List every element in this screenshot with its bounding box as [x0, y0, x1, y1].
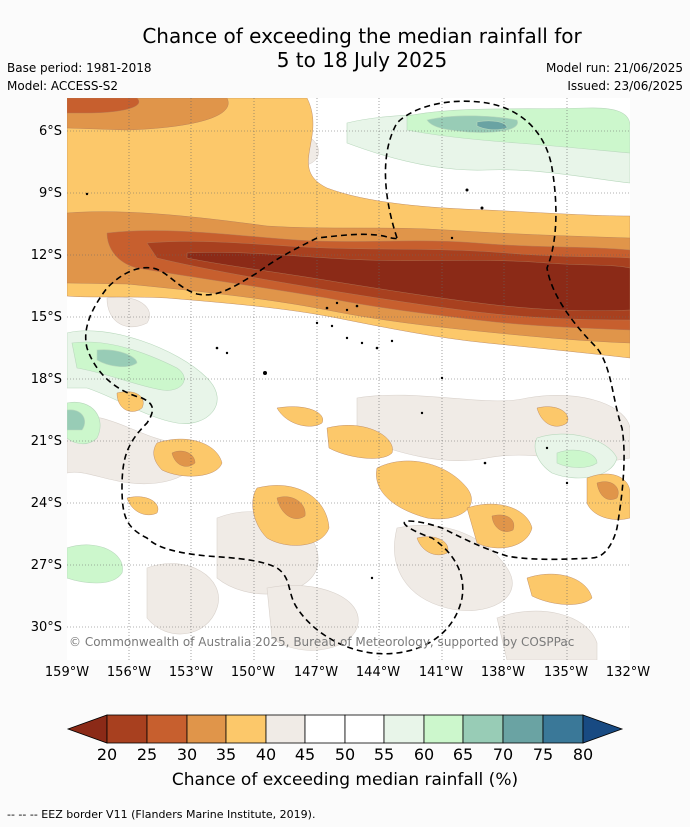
lat-label-9s: 9°S [38, 186, 62, 201]
colorbar-cell-40-45 [265, 714, 306, 744]
colorbar-cell-35-40 [225, 714, 267, 744]
gridlines [67, 98, 630, 660]
colorbar-tick-20: 20 [96, 745, 118, 764]
meta-right: Model run: 21/06/2025 Issued: 23/06/2025 [546, 59, 683, 95]
colorbar-cell-70-75 [502, 714, 544, 744]
colorbar-cell-75-80 [542, 714, 584, 744]
colorbar-cell-65-70 [462, 714, 504, 744]
colorbar-cell-55-60 [383, 714, 425, 744]
map-title: Chance of exceeding the median rainfall … [0, 24, 690, 72]
colorbar-tick-65: 65 [452, 745, 474, 764]
map-canvas: © Commonwealth of Australia 2025, Bureau… [67, 98, 630, 660]
lon-label-144w: 144°W [355, 665, 401, 680]
rainfall-map: © Commonwealth of Australia 2025, Bureau… [67, 98, 630, 660]
lat-label-6s: 6°S [38, 124, 62, 139]
colorbar-cell-30-35 [186, 714, 227, 744]
colorbar-tick-70: 70 [492, 745, 514, 764]
colorbar [66, 714, 624, 744]
colorbar-cell-45-50 [304, 714, 346, 744]
lon-label-159w: 159°W [44, 665, 90, 680]
title-line-2: 5 to 18 July 2025 [276, 48, 448, 72]
colorbar-arrow-high [582, 714, 624, 744]
colorbar-tick-50: 50 [334, 745, 356, 764]
colorbar-tick-60: 60 [413, 745, 435, 764]
wetter-areas [67, 107, 630, 584]
lat-label-30s: 30°S [30, 620, 62, 635]
issued-date: Issued: 23/06/2025 [567, 79, 683, 93]
colorbar-tick-80: 80 [572, 745, 594, 764]
lon-label-141w: 141°W [418, 665, 464, 680]
lon-label-132w: 132°W [605, 665, 651, 680]
eez-footnote: -- -- -- EEZ border V11 (Flanders Marine… [7, 808, 316, 821]
lat-label-24s: 24°S [30, 496, 62, 511]
title-line-1: Chance of exceeding the median rainfall … [142, 24, 582, 48]
southern-darker-patches [171, 450, 619, 532]
colorbar-tick-25: 25 [136, 745, 158, 764]
colorbar-tick-55: 55 [373, 745, 395, 764]
islands [85, 188, 569, 580]
colorbar-cell-20-25 [106, 714, 148, 744]
colorbar-tick-45: 45 [294, 745, 316, 764]
lon-label-150w: 150°W [230, 665, 276, 680]
colorbar-cell-50-55 [344, 714, 385, 744]
lat-label-18s: 18°S [30, 372, 62, 387]
drier-band [67, 98, 630, 359]
colorbar-label: Chance of exceeding median rainfall (%) [171, 770, 519, 790]
colorbar-cell-60-65 [423, 714, 464, 744]
map-copyright: © Commonwealth of Australia 2025, Bureau… [69, 635, 574, 649]
colorbar-arrow-low [66, 714, 108, 744]
lat-label-21s: 21°S [30, 434, 62, 449]
meta-left: Base period: 1981-2018 Model: ACCESS-S2 [7, 59, 152, 95]
lat-label-12s: 12°S [30, 248, 62, 263]
lat-label-15s: 15°S [30, 310, 62, 325]
lon-label-138w: 138°W [480, 665, 526, 680]
lon-label-153w: 153°W [168, 665, 214, 680]
model-run: Model run: 21/06/2025 [545, 61, 683, 75]
colorbar-tick-30: 30 [176, 745, 198, 764]
model-name: Model: ACCESS-S2 [7, 79, 119, 93]
lon-label-147w: 147°W [293, 665, 339, 680]
colorbar-cell-25-30 [146, 714, 188, 744]
lon-label-156w: 156°W [106, 665, 152, 680]
base-period: Base period: 1981-2018 [7, 61, 152, 75]
colorbar-tick-40: 40 [255, 745, 277, 764]
colorbar-tick-75: 75 [532, 745, 554, 764]
lat-label-27s: 27°S [30, 558, 62, 573]
colorbar-tick-35: 35 [215, 745, 237, 764]
lon-label-135w: 135°W [543, 665, 589, 680]
